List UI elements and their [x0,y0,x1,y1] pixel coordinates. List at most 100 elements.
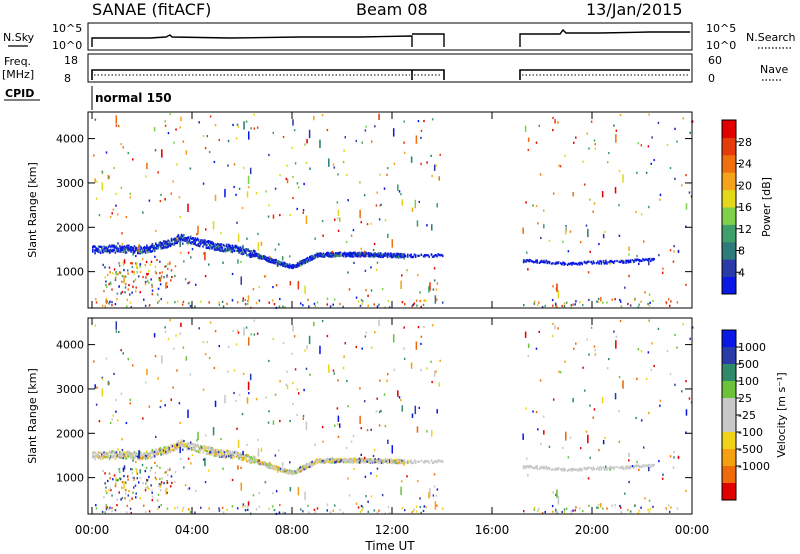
velocity-echo-cell [537,509,539,513]
velocity-echo-cell [211,446,213,450]
velocity-echo-cell [355,345,358,349]
velocity-echo-cell [162,451,165,454]
power-colorbar-swatch [722,276,736,295]
power-echo-cell [112,248,114,251]
power-echo-cell [117,250,120,253]
velocity-echo-cell [414,461,417,464]
power-echo-cell [304,291,306,294]
power-echo-cell [575,262,578,265]
power-echo-cell [415,139,418,142]
velocity-echo-cell [184,484,187,487]
power-echo-cell [628,248,630,251]
velocity-echo-cell [400,461,402,465]
power-echo-cell [331,255,334,258]
power-echo-cell [360,221,363,224]
velocity-echo-cell [201,445,203,448]
power-echo-cell [301,260,303,263]
velocity-echo-cell [593,408,596,411]
power-echo-cell [192,236,194,240]
power-echo-cell [403,303,406,306]
power-echo-cell [622,178,624,181]
power-echo-cell [638,303,640,306]
velocity-echo-cell [427,460,429,463]
velocity-echo-cell [331,459,334,463]
power-echo-cell [301,263,303,266]
velocity-echo-cell [691,326,694,329]
power-echo-cell [358,255,361,258]
velocity-echo-cell [682,323,684,326]
power-echo-cell [209,247,211,250]
velocity-echo-cell [173,448,175,452]
velocity-echo-cell [285,469,288,472]
power-echo-cell [254,251,256,254]
power-echo-cell [640,213,643,216]
velocity-echo-cell [640,506,642,509]
power-echo-cell [645,171,648,174]
power-echo-cell [272,261,274,264]
velocity-echo-cell [161,355,163,358]
power-echo-cell [152,245,155,248]
power-echo-cell [170,238,173,241]
velocity-echo-cell [242,452,244,456]
power-echo-cell [297,264,300,267]
power-echo-cell [338,254,340,258]
velocity-echo-cell [302,465,304,468]
power-echo-cell [602,261,605,264]
power-echo-cell [165,284,167,287]
velocity-echo-cell [532,410,534,413]
power-echo-cell [220,231,222,235]
velocity-echo-cell [378,321,380,324]
power-echo-cell [574,262,577,265]
power-echo-cell [164,265,166,268]
velocity-echo-cell [374,331,376,334]
velocity-echo-cell [567,456,570,459]
velocity-echo-cell [410,366,413,369]
velocity-echo-cell [194,443,196,446]
power-echo-cell [240,276,243,279]
power-echo-cell [245,249,247,252]
power-echo-cell [105,300,107,303]
velocity-echo-cell [430,360,432,363]
velocity-echo-cell [317,458,319,461]
velocity-echo-cell [415,505,418,508]
velocity-echo-cell [400,492,402,496]
power-echo-cell [403,151,406,154]
velocity-echo-cell [326,457,328,461]
power-echo-cell [237,249,239,252]
velocity-echo-cell [615,335,618,338]
velocity-echo-cell [194,444,196,447]
velocity-echo-cell [153,333,156,336]
power-echo-cell [189,236,192,240]
power-echo-cell [258,257,261,260]
power-echo-cell [123,276,125,280]
velocity-echo-cell [420,342,422,345]
velocity-echo-cell [306,463,309,466]
velocity-echo-cell [378,323,380,326]
velocity-echo-cell [237,441,240,445]
velocity-echo-cell [149,454,151,457]
velocity-echo-cell [403,460,406,463]
power-echo-cell [583,183,586,186]
power-echo-cell [204,253,206,257]
power-echo-cell [383,254,385,257]
velocity-echo-cell [337,419,340,422]
velocity-echo-cell [555,493,557,497]
power-echo-cell [197,231,199,235]
velocity-echo-cell [268,463,271,467]
power-echo-cell [527,137,530,140]
velocity-echo-cell [121,448,124,452]
power-echo-cell [185,236,187,240]
velocity-echo-cell [129,402,132,405]
velocity-echo-cell [373,448,376,452]
velocity-echo-cells [92,319,694,515]
power-echo-cell [290,264,292,267]
power-echo-cell [121,242,124,246]
velocity-echo-cell [121,438,123,441]
velocity-echo-cell [623,467,625,471]
velocity-echo-cell [174,480,176,484]
velocity-echo-cell [268,410,270,413]
power-echo-cell [427,254,429,257]
velocity-echo-cell [159,485,161,488]
power-echo-cell [305,257,308,261]
